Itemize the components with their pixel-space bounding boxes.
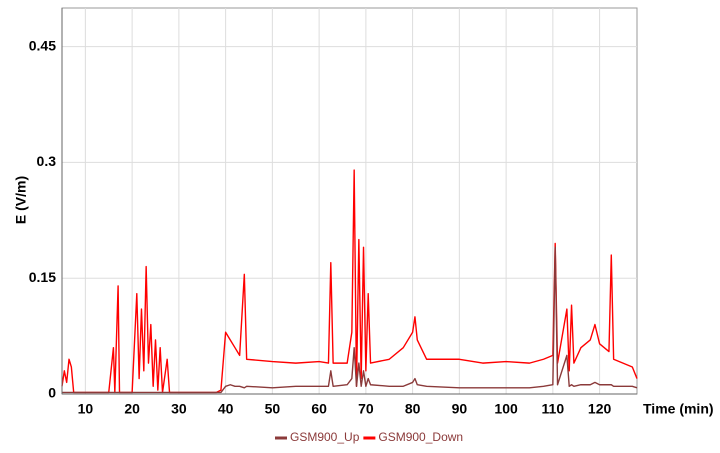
x-tick-label: 100 [494,401,518,417]
x-tick-label: 30 [171,401,187,417]
x-tick-label: 60 [311,401,327,417]
y-tick-label: 0.3 [37,153,57,169]
plot-area [61,7,638,395]
legend-label: GSM900_Down [378,430,463,444]
y-axis-label: E (V/m) [13,176,29,224]
x-tick-label: 80 [405,401,421,417]
x-tick-label: 70 [358,401,374,417]
x-axis-label: Time (min) [643,401,714,417]
x-tick-label: 10 [78,401,94,417]
y-tick-label: 0.15 [29,269,56,285]
x-tick-label: 110 [542,401,565,417]
series-line [62,246,638,394]
legend-label: GSM900_Up [290,430,360,444]
y-tick-label: 0.45 [29,37,56,53]
x-tick-label: 40 [218,401,234,417]
series-line [61,169,638,394]
x-tick-label: 50 [265,401,281,417]
y-tick-label: 0 [48,385,56,401]
x-tick-label: 90 [452,401,468,417]
x-tick-label: 20 [124,401,140,417]
x-tick-label: 120 [588,401,612,417]
